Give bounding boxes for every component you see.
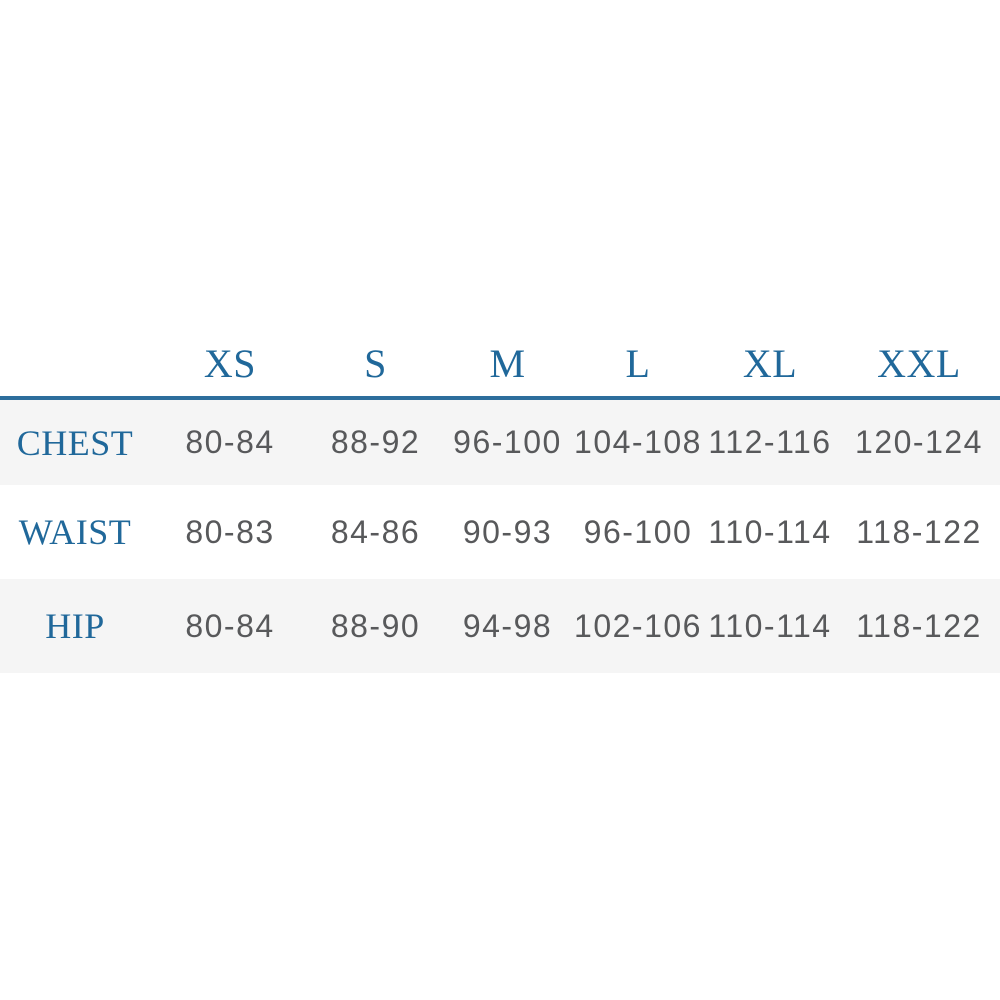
cell-hip-xxl: 118-122 — [856, 607, 982, 644]
col-header-xxl: XXL — [838, 330, 1000, 400]
cell-waist-xs: 80-83 — [185, 513, 275, 550]
cell-chest-m: 96-100 — [453, 424, 562, 460]
cell-hip-xs: 80-84 — [185, 607, 275, 644]
col-header-s: S — [310, 330, 441, 400]
table-row-hip: HIP 80-84 88-90 94-98 102-106 110-114 11… — [0, 579, 1000, 673]
cell-chest-l: 104-108 — [574, 424, 702, 460]
cell-waist-xxl: 118-122 — [856, 513, 982, 550]
cell-hip-xl: 110-114 — [708, 607, 832, 644]
cell-chest-s: 88-92 — [330, 424, 421, 460]
col-header-xl: XL — [702, 330, 838, 400]
col-header-xs: XS — [150, 330, 310, 400]
cell-hip-m: 94-98 — [462, 607, 553, 644]
header-row: XS S M L XL XXL — [0, 330, 1000, 400]
cell-waist-l: 96-100 — [583, 513, 693, 550]
cell-hip-l: 102-106 — [574, 607, 702, 644]
col-header-m: M — [441, 330, 574, 400]
cell-hip-s: 88-90 — [330, 607, 421, 644]
row-label-waist: WAIST — [18, 512, 132, 552]
cell-chest-xs: 80-84 — [185, 424, 275, 460]
cell-chest-xl: 112-116 — [708, 424, 832, 460]
size-chart-table: XS S M L XL XXL CHEST 80-84 88-92 96-100… — [0, 330, 1000, 673]
row-label-chest: CHEST — [16, 422, 134, 463]
cell-waist-s: 84-86 — [330, 513, 421, 550]
corner-cell — [0, 330, 150, 400]
table-row-waist: WAIST 80-83 84-86 90-93 96-100 110-114 1… — [0, 485, 1000, 579]
cell-waist-m: 90-93 — [462, 513, 553, 550]
cell-chest-xxl: 120-124 — [855, 424, 983, 460]
table-row-chest: CHEST 80-84 88-92 96-100 104-108 112-116… — [0, 398, 1000, 485]
col-header-l: L — [574, 330, 702, 400]
row-label-hip: HIP — [45, 606, 105, 646]
cell-waist-xl: 110-114 — [708, 513, 832, 550]
